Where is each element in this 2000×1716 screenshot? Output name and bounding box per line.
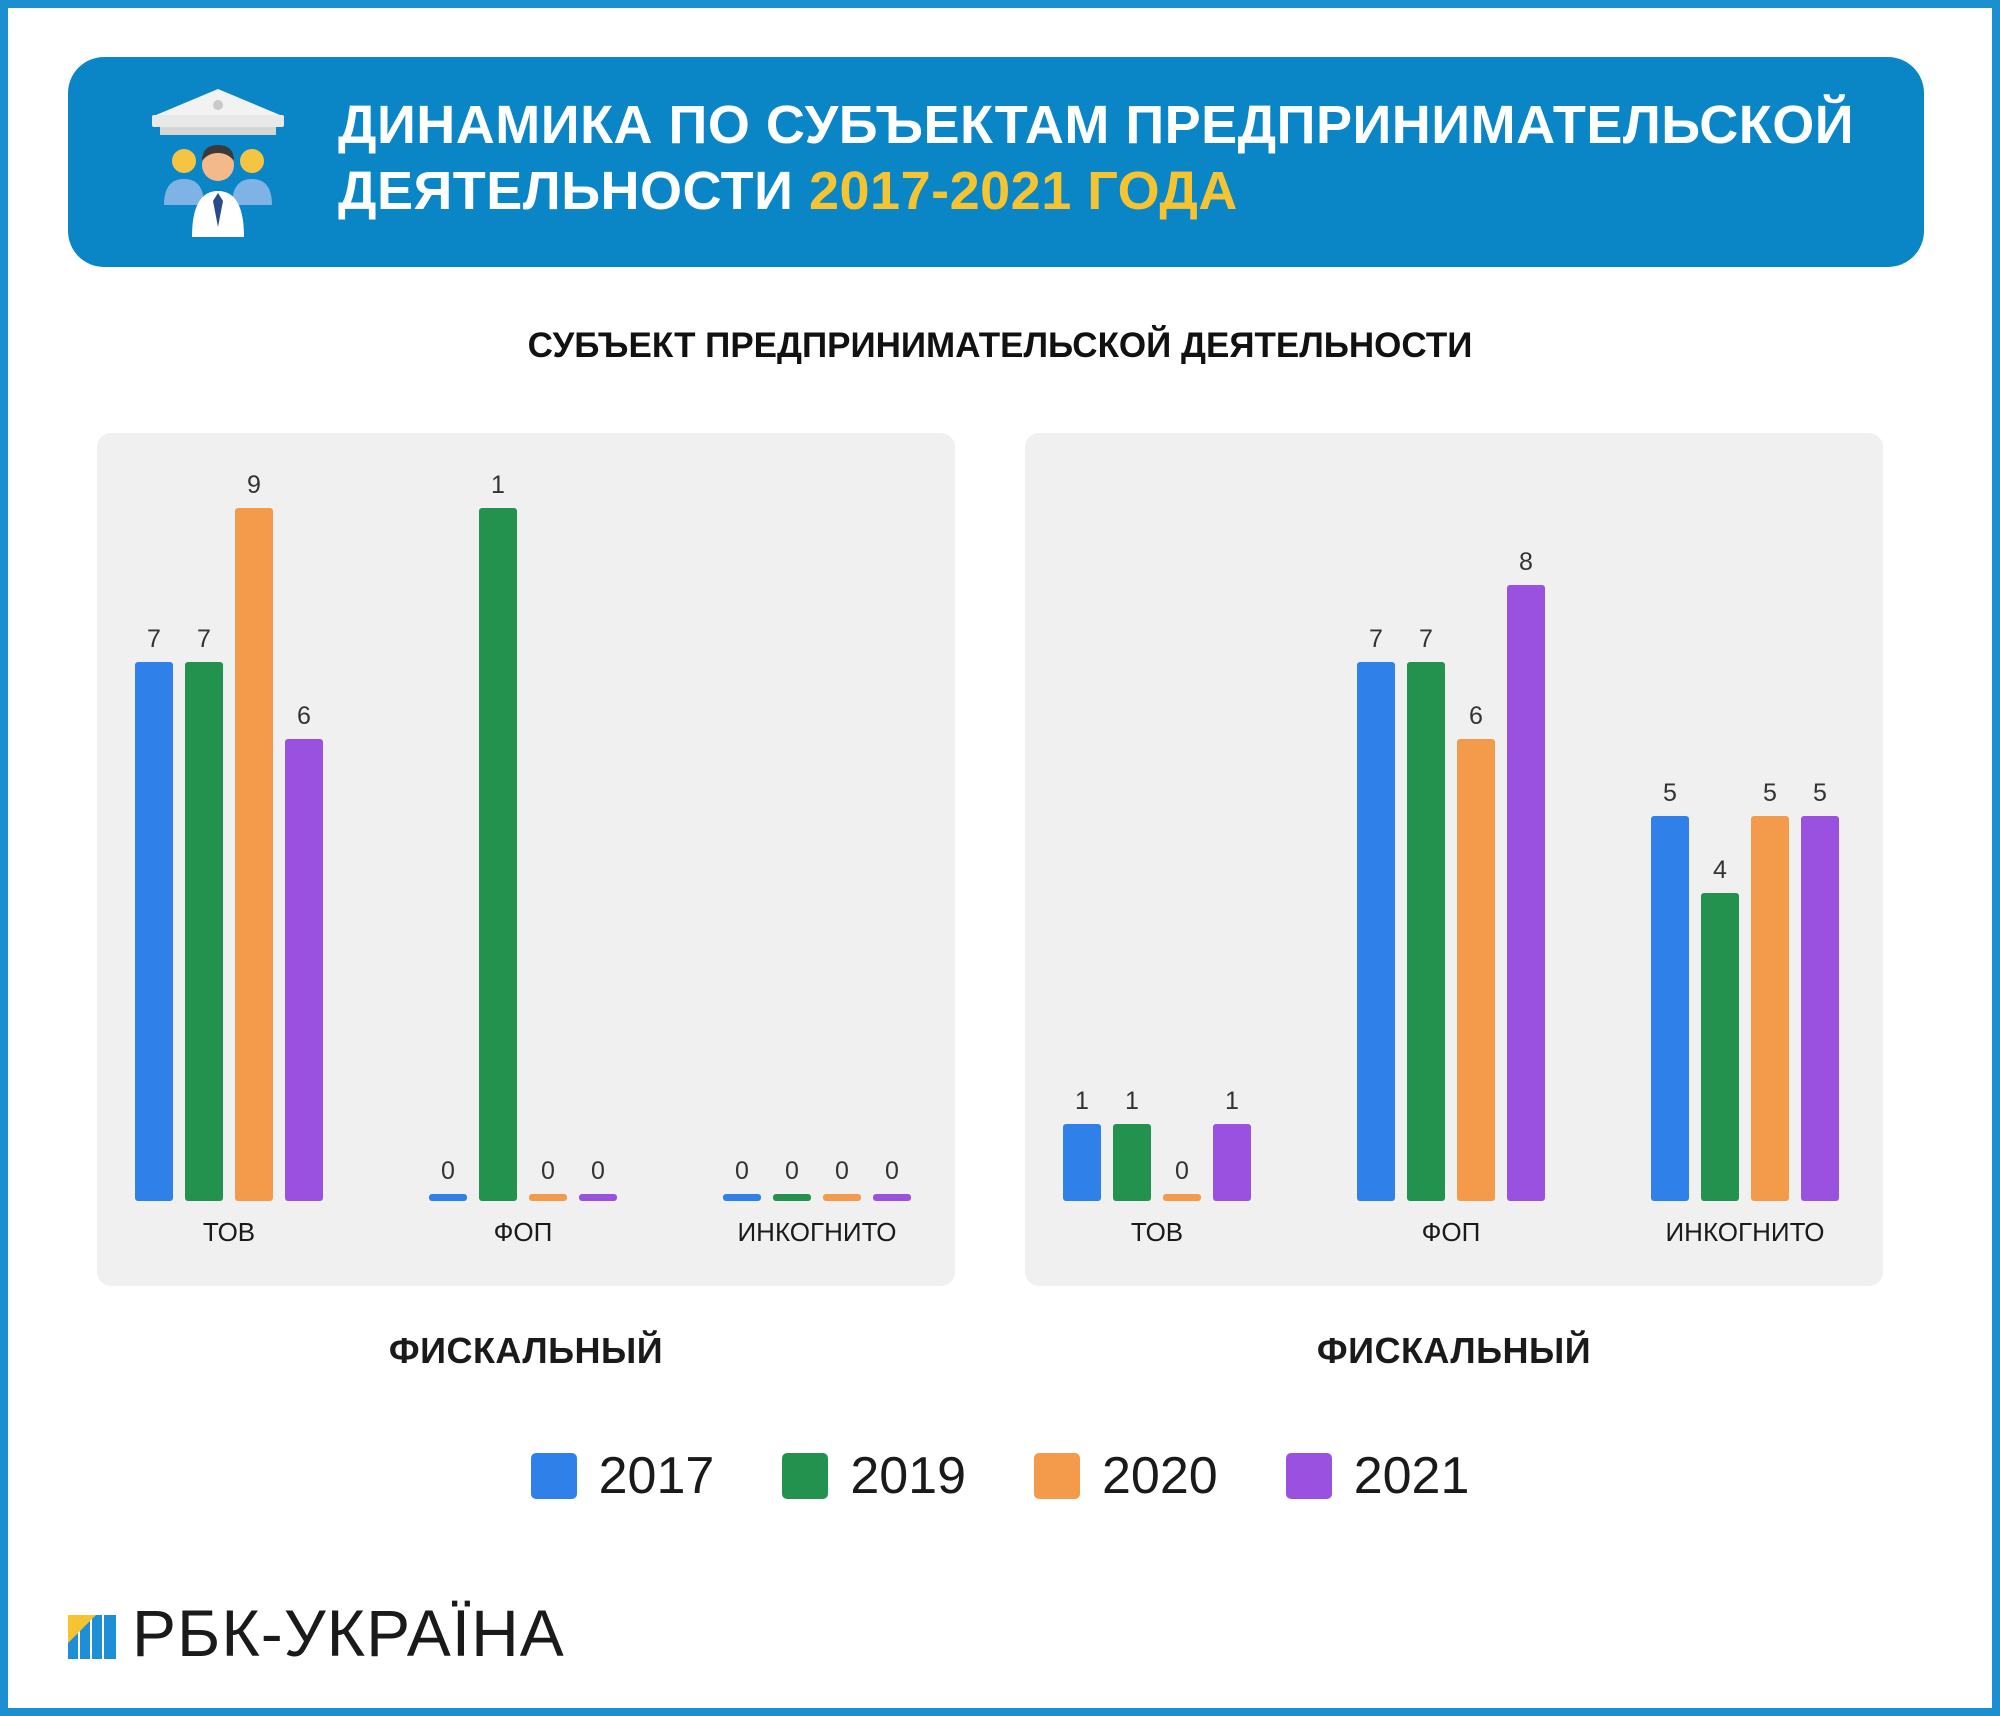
legend-item-2020: 2020 bbox=[1034, 1446, 1218, 1506]
legend-label: 2019 bbox=[850, 1447, 966, 1505]
data-label: 0 bbox=[835, 1157, 849, 1185]
data-label: 7 bbox=[147, 625, 161, 653]
legend-label: 2021 bbox=[1353, 1447, 1470, 1505]
data-label: 7 bbox=[197, 625, 211, 653]
data-label: 6 bbox=[1469, 702, 1483, 730]
chart-panel-right: 1 1 0 1 ТОВ 7 7 6 8 ФОП 5 4 5 5 ИНКОГНИТО bbox=[1025, 433, 1883, 1286]
category-label: ИНКОГНИТО bbox=[1665, 1217, 1824, 1247]
data-label: 5 bbox=[1813, 779, 1827, 807]
bar-ФОП-2021 bbox=[579, 1194, 617, 1201]
legend-swatch bbox=[530, 1453, 577, 1499]
rbc-ukraine-logo-icon bbox=[68, 1615, 116, 1659]
bar-ИНКОГНИТО-2020 bbox=[823, 1194, 861, 1201]
government-building-people-icon bbox=[152, 89, 284, 237]
bar-ФОП-2017 bbox=[1357, 662, 1395, 1201]
bar-ТОВ-2017 bbox=[1063, 1124, 1101, 1201]
brand: РБК-УКРАЇНА bbox=[66, 1596, 565, 1670]
header-title-main: ДИНАМИКА ПО СУБЪЕКТАМ ПРЕДПРИНИМАТЕЛЬСКО… bbox=[338, 95, 1855, 221]
bar-ТОВ-2020 bbox=[1163, 1194, 1201, 1201]
data-label: 0 bbox=[541, 1157, 555, 1185]
category-label: ФОП bbox=[1422, 1217, 1481, 1247]
bar-ИНКОГНИТО-2020 bbox=[1751, 816, 1789, 1201]
bar-ФОП-2017 bbox=[429, 1194, 467, 1201]
bar-ИНКОГНИТО-2017 bbox=[723, 1194, 761, 1201]
bar-ФОП-2021 bbox=[1507, 585, 1545, 1201]
bar-ФОП-2020 bbox=[1457, 739, 1495, 1201]
data-label: 0 bbox=[785, 1157, 799, 1185]
data-label: 0 bbox=[591, 1157, 605, 1185]
data-label: 7 bbox=[1369, 625, 1383, 653]
bar-ИНКОГНИТО-2021 bbox=[1801, 816, 1839, 1201]
legend-item-2019: 2019 bbox=[782, 1446, 966, 1506]
data-label: 6 bbox=[297, 702, 311, 730]
data-label: 0 bbox=[441, 1157, 455, 1185]
category-label: ТОВ bbox=[203, 1217, 255, 1247]
legend-swatch bbox=[782, 1453, 829, 1499]
bar-ТОВ-2017 bbox=[135, 662, 173, 1201]
data-label: 0 bbox=[735, 1157, 749, 1185]
header-banner: ДИНАМИКА ПО СУБЪЕКТАМ ПРЕДПРИНИМАТЕЛЬСКО… bbox=[68, 57, 1924, 267]
chart-subtitle: СУБЪЕКТ ПРЕДПРИНИМАТЕЛЬСКОЙ ДЕЯТЕЛЬНОСТИ bbox=[527, 326, 1473, 365]
bar-ФОП-2020 bbox=[529, 1194, 567, 1201]
group-label-left: ФИСКАЛЬНЫЙ bbox=[388, 1330, 664, 1371]
header-title-accent: 2017-2021 ГОДА bbox=[808, 161, 1238, 221]
group-label-right: ФИСКАЛЬНЫЙ bbox=[1316, 1330, 1592, 1371]
bar-ФОП-2019 bbox=[479, 508, 517, 1201]
bar-ТОВ-2019 bbox=[185, 662, 223, 1201]
chart-panel-left: 7 7 9 6 ТОВ 0 1 0 0 ФОП 0 0 0 0 ИНКОГНИТО bbox=[97, 433, 955, 1286]
bar-ТОВ-2021 bbox=[285, 739, 323, 1201]
data-label: 7 bbox=[1419, 625, 1433, 653]
legend-swatch bbox=[1285, 1453, 1332, 1499]
data-label: 0 bbox=[885, 1157, 899, 1185]
legend-label: 2020 bbox=[1102, 1447, 1218, 1505]
category-label: ИНКОГНИТО bbox=[737, 1217, 896, 1247]
data-label: 1 bbox=[491, 471, 505, 499]
bar-ФОП-2019 bbox=[1407, 662, 1445, 1201]
legend: 2017 2019 2020 2021 bbox=[0, 1446, 2000, 1506]
bar-ТОВ-2021 bbox=[1213, 1124, 1251, 1201]
category-label: ФОП bbox=[494, 1217, 553, 1247]
bar-chart-right: 1 1 0 1 ТОВ 7 7 6 8 ФОП 5 4 5 5 ИНКОГНИТО bbox=[1063, 548, 1839, 1247]
bar-ТОВ-2019 bbox=[1113, 1124, 1151, 1201]
data-label: 5 bbox=[1763, 779, 1777, 807]
data-label: 1 bbox=[1125, 1087, 1139, 1115]
header-title: ДИНАМИКА ПО СУБЪЕКТАМ ПРЕДПРИНИМАТЕЛЬСКО… bbox=[338, 92, 1898, 224]
bar-ИНКОГНИТО-2021 bbox=[873, 1194, 911, 1201]
data-label: 5 bbox=[1663, 779, 1677, 807]
legend-item-2021: 2021 bbox=[1285, 1446, 1470, 1506]
bar-ТОВ-2020 bbox=[235, 508, 273, 1201]
data-label: 9 bbox=[247, 471, 261, 499]
bar-ИНКОГНИТО-2017 bbox=[1651, 816, 1689, 1201]
bar-chart-left: 7 7 9 6 ТОВ 0 1 0 0 ФОП 0 0 0 0 ИНКОГНИТО bbox=[135, 471, 911, 1247]
data-label: 1 bbox=[1075, 1087, 1089, 1115]
data-label: 1 bbox=[1225, 1087, 1239, 1115]
data-label: 4 bbox=[1713, 856, 1727, 884]
bar-ИНКОГНИТО-2019 bbox=[1701, 893, 1739, 1201]
legend-item-2017: 2017 bbox=[530, 1446, 715, 1506]
data-label: 0 bbox=[1175, 1157, 1189, 1185]
category-label: ТОВ bbox=[1131, 1217, 1183, 1247]
brand-name: РБК-УКРАЇНА bbox=[132, 1596, 565, 1670]
legend-swatch bbox=[1034, 1453, 1080, 1499]
data-label: 8 bbox=[1519, 548, 1533, 576]
legend-label: 2017 bbox=[598, 1447, 715, 1505]
bar-ИНКОГНИТО-2019 bbox=[773, 1194, 811, 1201]
